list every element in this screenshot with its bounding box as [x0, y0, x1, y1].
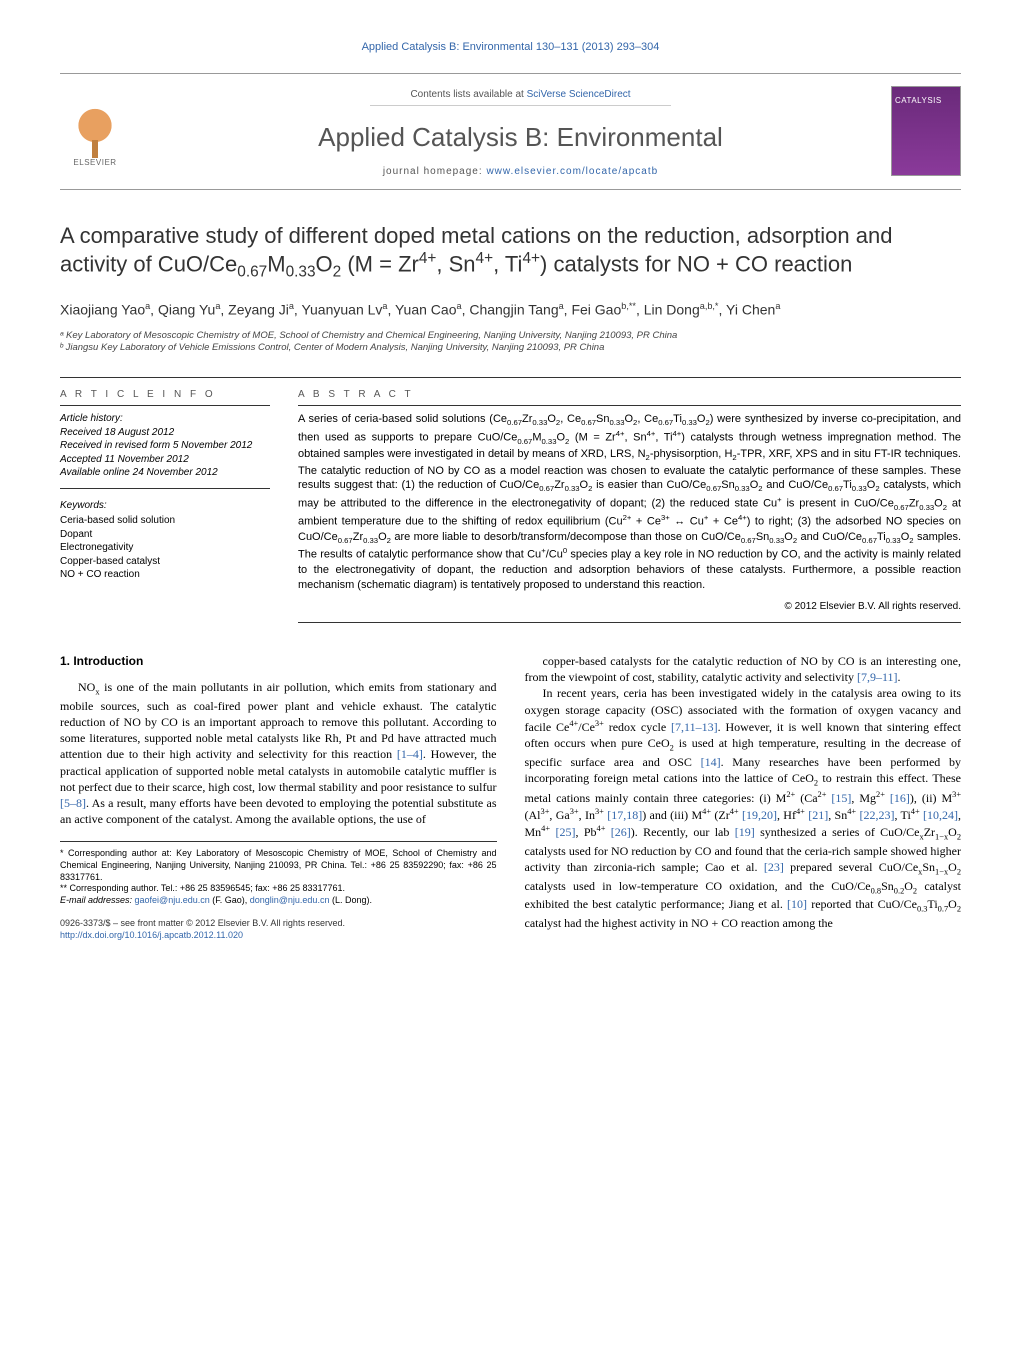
keyword-5: NO + CO reaction: [60, 569, 140, 580]
email-dong-who: (L. Dong).: [329, 895, 372, 905]
abstract-copyright: © 2012 Elsevier B.V. All rights reserved…: [298, 600, 961, 623]
homepage-prefix: journal homepage:: [383, 166, 487, 177]
intro-para-3: In recent years, ceria has been investig…: [525, 685, 962, 931]
history-revised: Received in revised form 5 November 2012: [60, 440, 252, 451]
article-title: A comparative study of different doped m…: [60, 222, 961, 282]
citation-bar: Applied Catalysis B: Environmental 130–1…: [60, 40, 961, 55]
footer-meta: 0926-3373/$ – see front matter © 2012 El…: [60, 917, 497, 941]
article-info-heading: A R T I C L E I N F O: [60, 388, 270, 407]
keywords-label: Keywords:: [60, 499, 270, 513]
affiliations-block: ᵃ Key Laboratory of Mesoscopic Chemistry…: [60, 330, 961, 355]
footnote-star: * Corresponding author at: Key Laborator…: [60, 848, 497, 883]
info-abstract-row: A R T I C L E I N F O Article history: R…: [60, 377, 961, 623]
article-history-block: Article history: Received 18 August 2012…: [60, 412, 270, 489]
affiliation-b: ᵇ Jiangsu Key Laboratory of Vehicle Emis…: [60, 342, 961, 354]
sciencedirect-link[interactable]: SciVerse ScienceDirect: [527, 89, 631, 100]
keyword-4: Copper-based catalyst: [60, 556, 160, 567]
keywords-block: Keywords: Ceria-based solid solution Dop…: [60, 499, 270, 582]
intro-para-2: copper-based catalysts for the catalytic…: [525, 653, 962, 685]
journal-homepage-line: journal homepage: www.elsevier.com/locat…: [150, 165, 891, 179]
intro-para-1: NOx is one of the main pollutants in air…: [60, 679, 497, 827]
abstract-text: A series of ceria-based solid solutions …: [298, 412, 961, 592]
history-received: Received 18 August 2012: [60, 427, 174, 438]
cover-title: CATALYSIS: [895, 96, 957, 107]
keyword-2: Dopant: [60, 529, 92, 540]
history-online: Available online 24 November 2012: [60, 467, 218, 478]
elsevier-label: ELSEVIER: [73, 158, 116, 169]
email-gao-who: (F. Gao),: [210, 895, 250, 905]
abstract-heading: A B S T R A C T: [298, 388, 961, 407]
elsevier-logo: ELSEVIER: [60, 94, 130, 169]
article-info-column: A R T I C L E I N F O Article history: R…: [60, 378, 270, 623]
history-label: Article history:: [60, 413, 123, 424]
history-accepted: Accepted 11 November 2012: [60, 454, 189, 465]
publication-header: ELSEVIER Contents lists available at Sci…: [60, 73, 961, 190]
doi-link[interactable]: http://dx.doi.org/10.1016/j.apcatb.2012.…: [60, 930, 243, 940]
journal-name: Applied Catalysis B: Environmental: [150, 120, 891, 155]
journal-homepage-link[interactable]: www.elsevier.com/locate/apcatb: [486, 166, 658, 177]
body-two-column: 1. Introduction NOx is one of the main p…: [60, 653, 961, 941]
publication-center: Contents lists available at SciVerse Sci…: [150, 84, 891, 179]
footnote-double-star: ** Corresponding author. Tel.: +86 25 83…: [60, 883, 497, 895]
authors-line: Xiaojiang Yaoa, Qiang Yua, Zeyang Jia, Y…: [60, 300, 961, 320]
keyword-1: Ceria-based solid solution: [60, 515, 175, 526]
elsevier-tree-icon: [70, 108, 120, 158]
citation-text: Applied Catalysis B: Environmental 130–1…: [362, 41, 660, 53]
email-gao[interactable]: gaofei@nju.edu.cn: [135, 895, 210, 905]
email-dong[interactable]: donglin@nju.edu.cn: [250, 895, 330, 905]
contents-available-line: Contents lists available at SciVerse Sci…: [370, 88, 670, 107]
corresponding-footnotes: * Corresponding author at: Key Laborator…: [60, 841, 497, 906]
affiliation-a: ᵃ Key Laboratory of Mesoscopic Chemistry…: [60, 330, 961, 342]
keyword-3: Electronegativity: [60, 542, 133, 553]
journal-cover-thumbnail: CATALYSIS: [891, 86, 961, 176]
footnote-emails: E-mail addresses: gaofei@nju.edu.cn (F. …: [60, 895, 497, 907]
emails-label: E-mail addresses:: [60, 895, 135, 905]
contents-prefix: Contents lists available at: [410, 89, 526, 100]
issn-line: 0926-3373/$ – see front matter © 2012 El…: [60, 917, 497, 929]
abstract-column: A B S T R A C T A series of ceria-based …: [298, 378, 961, 623]
section-1-heading: 1. Introduction: [60, 653, 497, 669]
